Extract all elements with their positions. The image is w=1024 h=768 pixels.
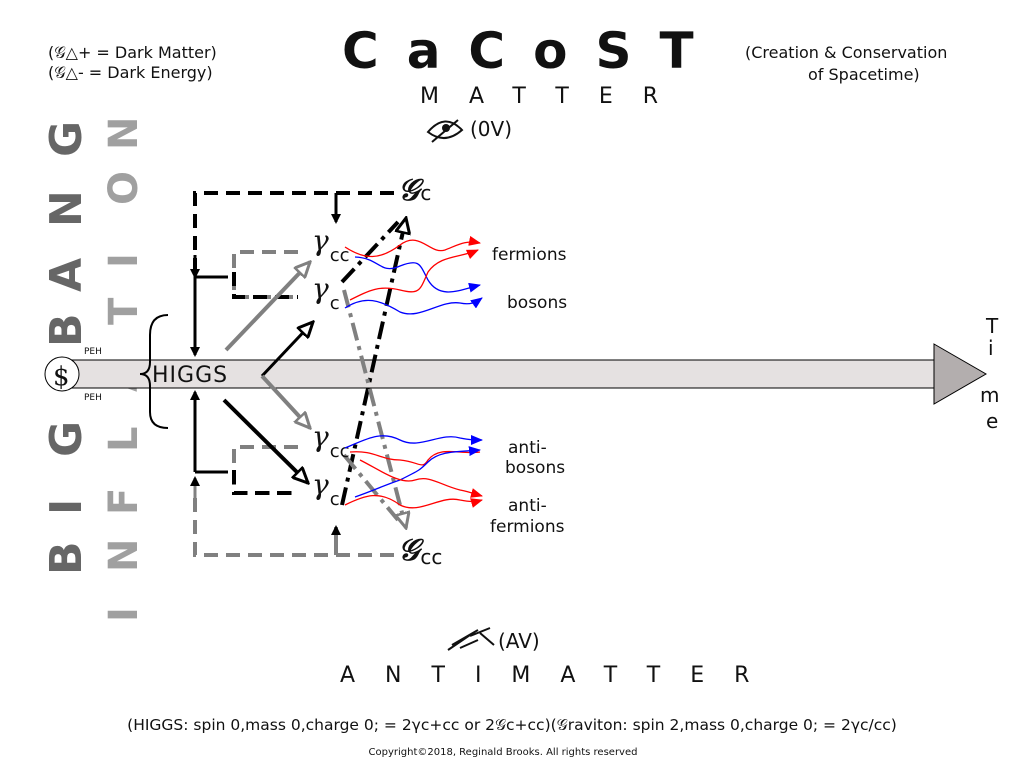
antifermions-label-line2: fermions	[490, 517, 565, 537]
higgs-to-gamma-cc-top-arrow	[224, 262, 310, 352]
subtitle-line1: (Creation & Conservation	[745, 43, 947, 62]
gamma-c-bottom-node: γc	[312, 468, 340, 510]
upper-inner-loop-gray	[232, 250, 298, 299]
copyright: Copyright©2018, Reginald Brooks. All rig…	[369, 747, 638, 758]
eye-icon	[426, 119, 464, 143]
gamma-c-top-node: γc	[312, 272, 340, 314]
dark-matter-legend: (𝒢△+ = Dark Matter)	[48, 43, 217, 62]
dark-energy-legend: (𝒢△- = Dark Energy)	[48, 63, 213, 82]
lower-wave-lines	[344, 434, 483, 509]
fermions-label: fermions	[492, 245, 567, 265]
gamma-subscript: c	[330, 293, 340, 314]
antimatter-icon	[447, 627, 495, 651]
antifermions-label-line1: anti-	[508, 496, 547, 516]
lower-inner-loop-gray	[232, 445, 298, 495]
antimatter-value: (AV)	[498, 629, 540, 653]
gamma-subscript: c	[330, 489, 340, 510]
bosons-label: bosons	[507, 293, 567, 313]
gamma-cc-bottom-node: γcc	[312, 420, 350, 462]
graviton-subscript: cc	[420, 545, 442, 569]
subtitle-line2: of Spacetime)	[808, 65, 920, 84]
lower-graviton-loop	[193, 490, 394, 557]
svg-text:i: i	[988, 336, 994, 360]
gamma-subscript: cc	[330, 245, 350, 266]
higgs-to-gamma-c-top-arrow	[260, 322, 313, 378]
antimatter-label: ANTIMATTER	[340, 663, 779, 688]
matter-value: (0V)	[470, 117, 512, 141]
higgs-label: HIGGS	[152, 363, 228, 388]
upper-wave-lines	[344, 235, 483, 315]
gamma-subscript: cc	[330, 441, 350, 462]
time-label: T i m e	[980, 314, 999, 433]
inflation-brace	[139, 314, 169, 429]
svg-text:e: e	[986, 409, 998, 433]
peh-bottom-label: PEH	[84, 393, 102, 403]
graviton-subscript: c	[420, 181, 431, 205]
gamma-symbol: γ	[312, 224, 329, 257]
gamma-cc-top-node: γcc	[312, 224, 350, 266]
time-arrowhead	[933, 343, 988, 405]
gamma-symbol: γ	[312, 272, 329, 305]
gamma-symbol: γ	[312, 420, 329, 453]
svg-text:T: T	[985, 314, 999, 338]
higgs-to-gamma-c-bottom-arrow	[222, 398, 308, 483]
gamma-symbol: γ	[312, 468, 329, 501]
peh-top-label: PEH	[84, 347, 102, 357]
gamma-c-to-gc-arrow	[340, 218, 406, 506]
graviton-gc-node: 𝒢c	[398, 173, 431, 208]
singularity-symbol: $	[53, 362, 70, 392]
singularity-circle	[44, 356, 80, 392]
graviton-gcc-node: 𝒢cc	[398, 533, 442, 569]
page-title: CaCoST	[342, 22, 722, 80]
antibosons-label-line1: anti-	[508, 438, 547, 458]
gamma-cc-to-gcc-arrow	[342, 289, 406, 528]
upper-graviton-loop	[193, 191, 394, 270]
matter-label: MATTER	[420, 84, 688, 109]
lower-inner-loop-black	[232, 470, 298, 495]
antibosons-label-line2: bosons	[505, 458, 565, 478]
formula-footer: (HIGGS: spin 0,mass 0,charge 0; = 2γc+cc…	[127, 716, 897, 734]
svg-text:m: m	[980, 383, 999, 407]
higgs-to-gamma-cc-bottom-arrow	[260, 374, 310, 428]
